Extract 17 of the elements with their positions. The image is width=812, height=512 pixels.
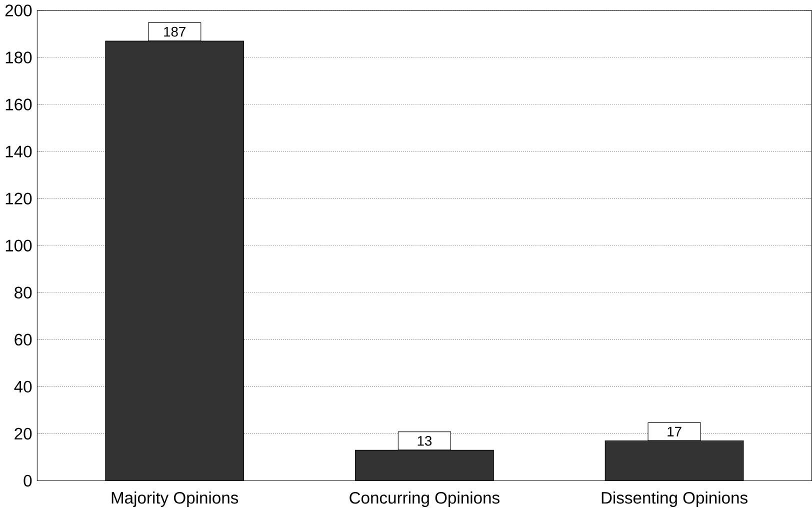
y-tick-label: 60 [14, 334, 32, 346]
y-tick-label: 40 [14, 381, 32, 393]
data-label: 17 [668, 427, 682, 437]
data-label: 13 [418, 436, 432, 446]
y-tick-label: 20 [14, 428, 32, 440]
y-tick-label: 100 [6, 240, 32, 252]
y-tick-label: 180 [6, 52, 32, 64]
x-tick-label: Majority Opinions [112, 492, 238, 508]
y-tick-label: 200 [5, 4, 32, 17]
data-label: 187 [164, 27, 186, 37]
y-tick-label: 80 [14, 286, 32, 299]
y-tick-label: 120 [6, 192, 32, 205]
x-tick-label: Concurring Opinions [350, 492, 500, 508]
y-tick-label: 140 [6, 146, 32, 158]
x-tick-label: Dissenting Opinions [602, 492, 748, 508]
y-tick-label: 160 [6, 98, 32, 111]
y-tick-label: 0 [24, 475, 32, 487]
